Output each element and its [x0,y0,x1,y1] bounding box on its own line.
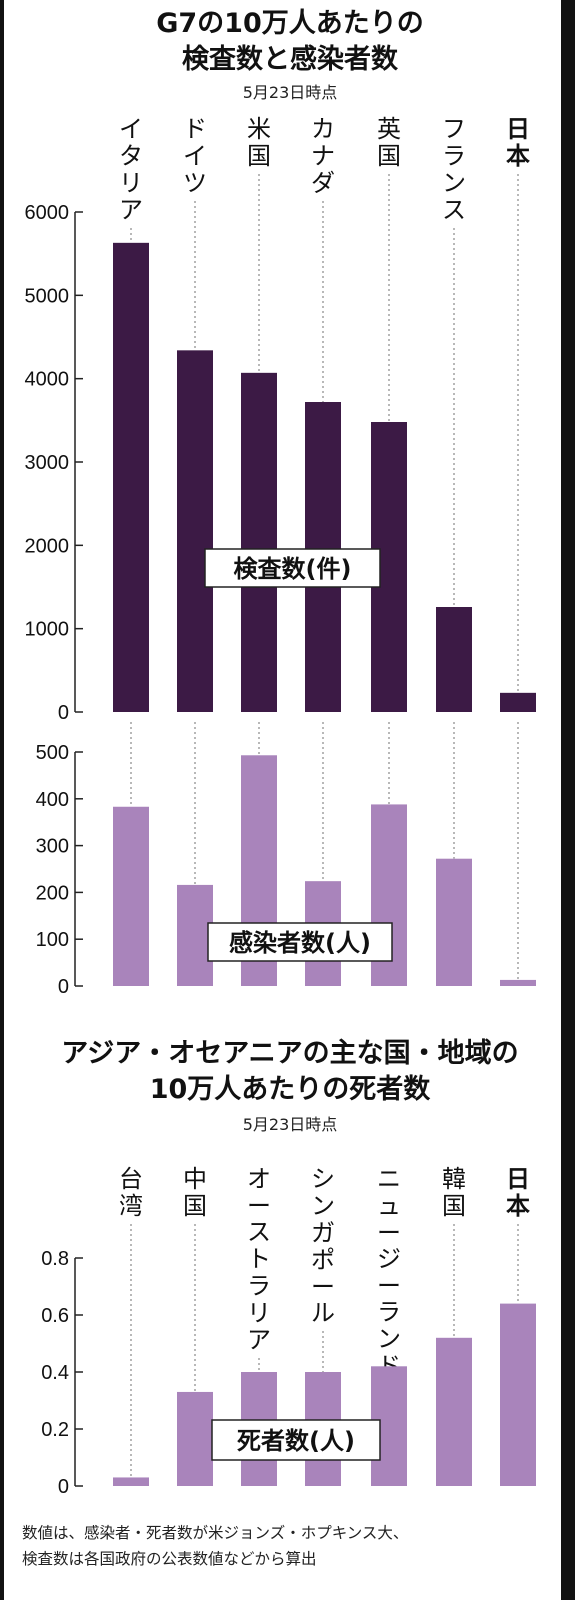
chart1-title-line-1: G7の10万人あたりの [156,8,424,39]
chart2-country-7-char-1: 日 [506,1165,530,1193]
chart1-country-6-char-2: ラ [442,142,466,170]
chart2-country-6-char-1: 韓 [442,1165,466,1193]
footnote-line-2: 検査数は各国政府の公表数値などから算出 [22,1549,317,1568]
y-tick-label-tests: 1000 [25,619,70,641]
y-tick-label-deaths: 0 [58,1476,69,1498]
chart1-country-6-char-1: フ [442,115,466,143]
chart1-country-5-char-1: 英 [377,115,401,143]
chart1-country-6-char-4: ス [442,196,466,224]
chart2-country-4-char-5: ー [311,1273,335,1301]
y-tick-label-deaths: 0.8 [41,1248,69,1270]
chart1-country-2-char-3: ツ [183,169,207,197]
chart1-country-7-char-1: 日 [506,115,530,143]
bar-cases-2 [177,884,213,986]
chart2-country-4-char-2: ン [311,1192,335,1220]
chart1-title-line-2: 検査数と感染者数 [182,43,399,75]
y-tick-label-deaths: 0.2 [41,1419,69,1441]
y-tick-label-cases: 300 [36,836,69,858]
chart2-country-3-char-4: ト [247,1245,271,1273]
y-tick-label-cases: 400 [36,789,69,811]
y-tick-label-deaths: 0.6 [41,1305,69,1327]
bar-tests-6 [436,607,472,712]
chart2-country-3-char-6: リ [247,1299,271,1327]
chart2-subtitle: 5月23日時点 [243,1115,338,1134]
chart1-country-7-char-2: 本 [506,142,530,170]
chart1-country-2-char-1: ド [183,115,207,143]
y-tick-label-tests: 4000 [25,369,70,391]
y-tick-label-tests: 3000 [25,452,70,474]
chart1-country-3-char-2: 国 [247,142,271,170]
chart1-country-5-char-2: 国 [377,142,401,170]
chart2-country-1-char-2: 湾 [119,1192,143,1220]
bar-cases-7 [500,979,536,986]
bar-tests-3 [241,372,277,712]
bar-deaths-1 [113,1477,149,1486]
y-tick-label-tests: 6000 [25,202,70,224]
chart2-country-2-char-1: 中 [183,1165,207,1193]
panel-label-box-deaths [211,1419,381,1461]
chart2-country-5-char-2: ュ [377,1192,401,1220]
chart-paper [4,0,561,1600]
chart1-country-1-char-1: イ [119,115,143,143]
chart2-country-4-char-6: ル [311,1299,335,1327]
y-tick-label-tests: 2000 [25,535,70,557]
bar-tests-7 [500,692,536,712]
chart1-country-4-char-2: ナ [311,142,335,170]
panel-label-cases: 感染者数(人) [229,929,371,957]
y-tick-label-tests: 0 [58,702,69,724]
bar-tests-2 [177,350,213,712]
y-tick-label-cases: 500 [36,742,69,764]
chart1-subtitle: 5月23日時点 [243,83,338,102]
chart2-country-7-char-2: 本 [506,1192,530,1220]
chart2-country-4-char-4: ポ [311,1246,335,1274]
chart2-country-5-char-5: ー [377,1272,401,1300]
panel-label-deaths: 死者数(人) [237,1427,355,1455]
y-tick-label-cases: 0 [58,976,69,998]
panel-label-box-cases [207,922,393,962]
chart2-country-2-char-2: 国 [183,1192,207,1220]
bar-deaths-2 [177,1391,213,1486]
y-tick-label-cases: 200 [36,882,69,904]
bar-cases-1 [113,806,149,986]
chart1-country-1-char-4: ア [119,196,143,224]
chart2-country-3-char-2: ー [247,1192,271,1220]
chart2-country-5-char-4: ジ [377,1245,401,1273]
chart2-country-5-char-6: ラ [377,1298,401,1326]
chart1-country-3-char-1: 米 [247,115,271,143]
bar-deaths-7 [500,1303,536,1486]
chart2-country-4-char-3: ガ [311,1219,335,1247]
chart1-country-4-char-1: カ [311,115,335,143]
chart2-country-3-char-3: ス [247,1218,271,1246]
chart2-country-3-char-1: オ [247,1165,271,1193]
y-tick-label-cases: 100 [36,929,69,951]
y-tick-label-deaths: 0.4 [41,1362,69,1384]
bar-cases-6 [436,858,472,986]
chart2-country-6-char-2: 国 [442,1192,466,1220]
chart1-country-1-char-3: リ [119,169,143,197]
chart1-country-1-char-2: タ [119,142,143,170]
chart2-country-5-char-7: ン [377,1325,401,1353]
chart2-country-5-char-3: ー [377,1219,401,1247]
chart2-country-4-char-1: シ [311,1165,335,1193]
chart2-country-1-char-1: 台 [119,1165,143,1193]
chart2-country-3-char-5: ラ [247,1272,271,1300]
chart2-country-3-char-7: ア [247,1326,271,1354]
panel-label-box-tests [204,548,381,588]
chart2-country-5-char-1: ニ [377,1165,401,1193]
chart2-title-line-1: アジア・オセアニアの主な国・地域の [61,1038,518,1069]
chart1-country-4-char-3: ダ [311,169,335,197]
chart1-country-2-char-2: イ [183,142,207,170]
footnote-line-1: 数値は、感染者・死者数が米ジョンズ・ホプキンス大、 [22,1524,408,1542]
panel-label-tests: 検査数(件) [234,555,352,583]
bar-tests-1 [113,242,149,713]
chart2-title-line-2: 10万人あたりの死者数 [150,1074,432,1105]
y-tick-label-tests: 5000 [25,285,70,307]
chart1-country-6-char-3: ン [442,169,466,197]
bar-deaths-6 [436,1337,472,1486]
